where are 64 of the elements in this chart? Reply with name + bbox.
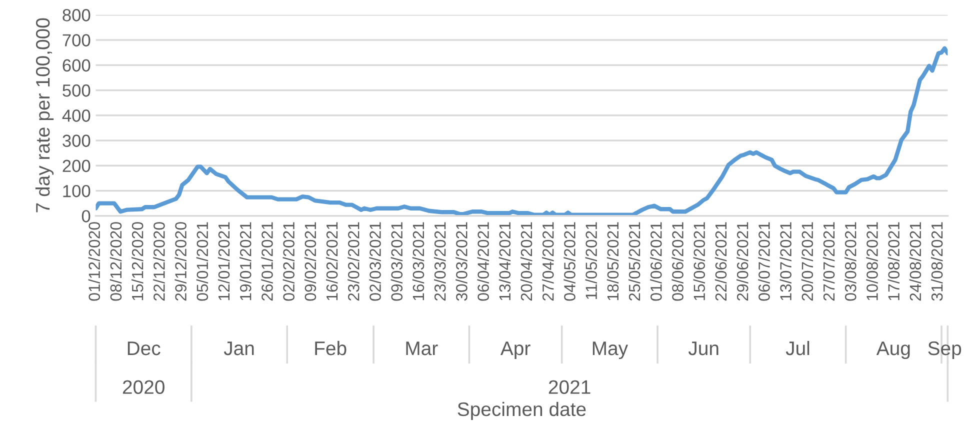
x-tick-label: 11/05/2021 [585,222,597,299]
y-tick-label: 300 [62,134,90,147]
text: Apr [500,342,530,360]
text: Jun [688,342,718,356]
x-tick-label: 31/08/2021 [930,222,943,301]
x-tick-label: 10/08/2021 [866,222,878,300]
x-tick-label: 23/03/2021 [434,222,446,301]
x-tick-label: 22/12/2020 [153,222,165,301]
x-tick-label: 13/07/2021 [780,222,792,300]
x-tick-label: 29/12/2020 [174,222,186,301]
x-tick-label: 12/01/2021 [218,222,230,300]
x-tick-label: 01/12/2020 [88,222,100,301]
x-tick-label: 27/04/2021 [542,222,554,301]
text: Specimen date [458,402,586,420]
x-tick-label: 16/02/2021 [326,222,338,300]
x-tick-label: 15/12/2020 [132,222,144,300]
x-tick-label: 03/08/2021 [844,222,856,301]
x-tick-label: 01/06/2021 [650,222,662,301]
y-tick-label: 500 [62,84,90,97]
x-tick-label: 09/02/2021 [304,222,316,301]
text: 2021 [548,380,590,394]
x-tick-label: 30/03/2021 [456,222,468,301]
x-tick-label: 13/04/2021 [498,222,511,300]
x-tick-label: 23/02/2021 [348,222,360,301]
text: Jul [786,340,810,356]
text: Dec [128,342,160,356]
x-tick-label: 06/07/2021 [758,222,770,301]
x-tick-label: 29/06/2021 [736,222,748,301]
x-tick-label: 16/03/2021 [412,222,424,300]
text: May [592,342,628,360]
text: Aug [876,342,910,360]
x-tick-label: 02/03/2021 [369,222,381,301]
x-tick-label: 09/03/2021 [390,222,403,301]
y-tick-label: 200 [62,160,90,172]
x-tick-label: 06/04/2021 [477,222,489,301]
x-tick-label: 25/05/2021 [628,222,640,301]
x-tick-label: 02/02/2021 [282,222,294,301]
x-tick-label: 08/06/2021 [672,222,684,301]
y-tick-label: 0 [82,210,90,222]
x-tick-label: 15/06/2021 [693,222,706,300]
text: 2020 [122,380,164,394]
y-tick-label: 400 [62,110,90,122]
text: Sep [928,341,962,360]
x-tick-label: 08/12/2020 [110,222,122,301]
x-tick-label: 05/01/2021 [196,222,208,301]
x-tick-label: 20/07/2021 [801,222,814,301]
x-tick-label: 04/05/2021 [564,222,576,301]
x-tick-label: 26/01/2021 [261,222,273,301]
line-series [96,46,948,216]
x-tick-label: 27/07/2021 [822,222,835,301]
x-tick-label: 22/06/2021 [714,222,727,301]
x-tick-label: 19/01/2021 [240,222,252,300]
x-tick-label: 17/08/2021 [888,222,900,300]
text: Jan [224,342,254,356]
x-tick-label: 20/04/2021 [520,222,532,301]
x-tick-label: 18/05/2021 [606,222,619,300]
text: Feb [315,340,346,356]
y-tick-label: 100 [63,184,90,198]
y-tick-label: 800 [62,9,90,22]
x-tick-label: 24/08/2021 [909,222,922,301]
y-tick-label: 700 [62,34,90,46]
y-tick-label: 600 [62,59,90,72]
y-axis-title: 7 day rate per 100,000 [35,18,54,212]
text: Mar [406,342,438,356]
